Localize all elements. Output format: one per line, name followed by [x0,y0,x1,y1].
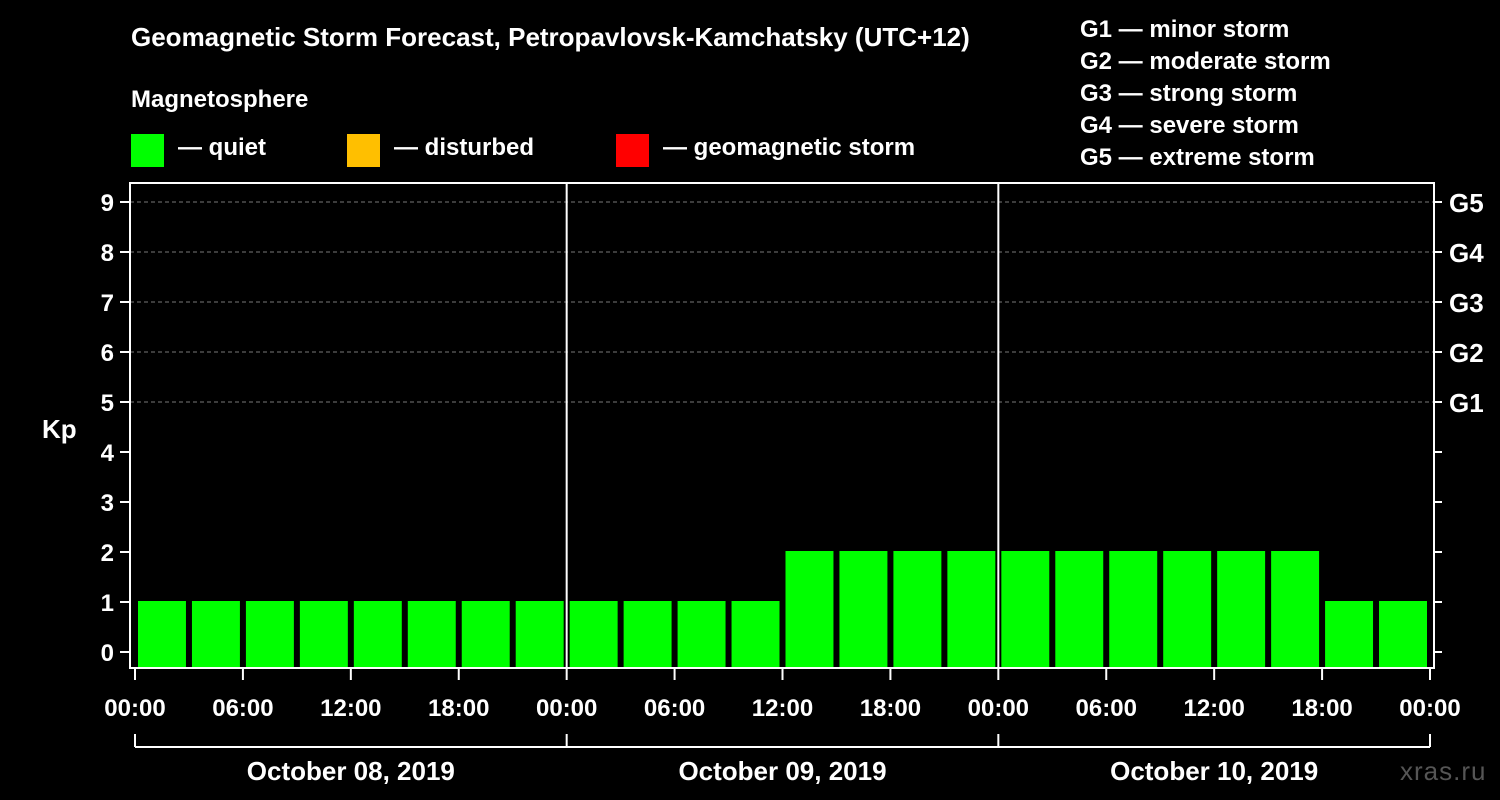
legend-swatch-quiet [131,134,164,167]
ytick-label-3: 3 [101,490,114,517]
storm-level-g3: G3 — strong storm [1080,80,1298,107]
y-axis-label: Kp [42,414,77,444]
legend-swatch-storm [616,134,649,167]
bar-22 [1325,601,1374,668]
bar-19 [1163,551,1212,668]
bar-10 [677,601,726,668]
ytick-label-0: 0 [101,640,114,667]
bar-20 [1217,551,1266,668]
ytick-label-6: 6 [101,340,114,367]
xtick-label-12: 00:00 [1399,695,1460,722]
legend-label-disturbed: — disturbed [394,134,535,161]
bar-13 [839,551,888,668]
xtick-label-3: 18:00 [428,695,489,722]
bar-4 [353,601,402,668]
legend-label-quiet: — quiet [178,134,266,161]
watermark: xras.ru [1400,756,1487,786]
ytick-label-1: 1 [101,590,114,617]
xtick-label-6: 12:00 [752,695,813,722]
ytick-label-7: 7 [101,290,114,317]
day-label-0: October 08, 2019 [247,756,455,786]
storm-level-g1: G1 — minor storm [1080,16,1290,43]
bar-7 [515,601,564,668]
xtick-label-7: 18:00 [860,695,921,722]
xtick-label-11: 18:00 [1291,695,1352,722]
day-label-2: October 10, 2019 [1110,756,1318,786]
bar-12 [785,551,834,668]
right-label-G2: G2 [1449,338,1484,368]
bar-0 [138,601,186,668]
legend-label-storm: — geomagnetic storm [663,134,916,161]
storm-level-g4: G4 — severe storm [1080,112,1299,139]
xtick-label-9: 06:00 [1076,695,1137,722]
day-label-1: October 09, 2019 [678,756,886,786]
bar-15 [947,551,996,668]
xtick-label-4: 00:00 [536,695,597,722]
bar-9 [623,601,672,668]
legend-swatch-disturbed [347,134,380,167]
storm-level-g5: G5 — extreme storm [1080,144,1315,171]
xtick-label-8: 00:00 [968,695,1029,722]
bar-2 [245,601,294,668]
ytick-label-8: 8 [101,240,114,267]
right-label-G5: G5 [1449,188,1484,218]
bar-11 [731,601,780,668]
xtick-label-0: 00:00 [104,695,165,722]
xtick-label-2: 12:00 [320,695,381,722]
bar-3 [299,601,348,668]
bar-6 [461,601,510,668]
ytick-label-4: 4 [101,440,115,467]
legend-heading: Magnetosphere [131,86,309,113]
right-label-G1: G1 [1449,388,1484,418]
ytick-label-2: 2 [101,540,114,567]
bar-17 [1055,551,1104,668]
bar-23 [1379,601,1427,668]
bar-21 [1271,551,1320,668]
storm-level-g2: G2 — moderate storm [1080,48,1331,75]
bar-14 [893,551,942,668]
chart-title: Geomagnetic Storm Forecast, Petropavlovs… [131,22,970,52]
xtick-label-5: 06:00 [644,695,705,722]
xtick-label-10: 12:00 [1183,695,1244,722]
right-label-G4: G4 [1449,238,1484,268]
xtick-label-1: 06:00 [212,695,273,722]
bar-5 [407,601,456,668]
ytick-label-9: 9 [101,190,114,217]
bar-1 [191,601,240,668]
ytick-label-5: 5 [101,390,114,417]
bar-8 [569,601,618,668]
bar-18 [1109,551,1158,668]
bar-16 [1001,551,1050,668]
right-label-G3: G3 [1449,288,1484,318]
